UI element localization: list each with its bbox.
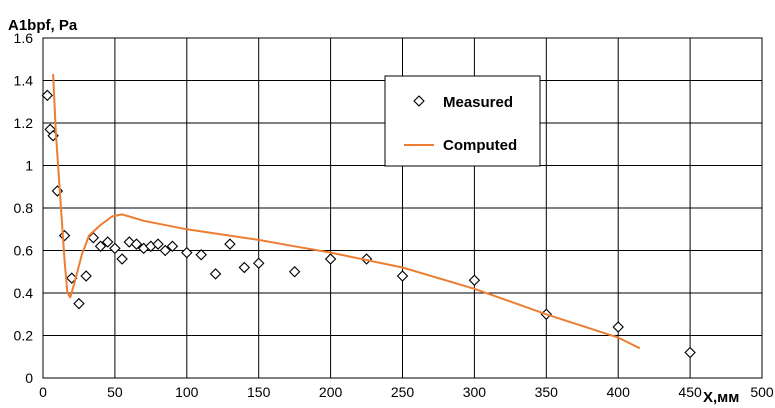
data-point-measured (195, 249, 207, 261)
data-point-measured (73, 297, 85, 310)
data-point-measured (116, 253, 128, 265)
series-line-computed (52, 74, 641, 350)
y-tick-label: 0 (25, 370, 33, 386)
x-tick-label: 200 (319, 384, 343, 400)
data-point-measured (684, 346, 696, 359)
data-point-measured (468, 274, 481, 286)
legend-label-measured: Measured (443, 94, 513, 111)
grid (43, 38, 762, 378)
x-tick-label: 50 (107, 384, 123, 400)
x-tick-label: 100 (175, 384, 199, 400)
y-tick-label: 1.2 (14, 115, 34, 131)
data-point-measured (159, 244, 171, 257)
x-axis-title: X,мм (703, 389, 739, 406)
series (41, 74, 696, 359)
data-point-measured (101, 236, 114, 248)
data-point-measured (181, 246, 193, 259)
data-point-measured (109, 242, 121, 255)
legend: Measured Computed (384, 75, 541, 167)
data-point-measured (238, 261, 251, 274)
data-point-measured (80, 270, 92, 282)
data-point-measured (209, 268, 222, 280)
x-tick-label: 450 (678, 384, 702, 400)
y-tick-label: 0.8 (14, 200, 34, 216)
tick-labels: 0 50 100 150 200 250 300 350 400 450 500 0 0.2 0.4 0.6… (14, 30, 774, 400)
x-tick-label: 500 (750, 384, 774, 400)
x-tick-label: 350 (535, 384, 559, 400)
legend-box (384, 75, 541, 167)
legend-label-computed: Computed (443, 137, 517, 154)
y-tick-label: 1.4 (14, 73, 34, 89)
y-tick-label: 1 (25, 158, 33, 174)
x-tick-label: 0 (39, 384, 47, 400)
legend-marker-measured (413, 95, 425, 107)
data-point-measured (166, 240, 179, 252)
data-point-measured (41, 89, 54, 102)
y-tick-label: 0.4 (14, 285, 34, 301)
x-tick-label: 400 (607, 384, 631, 400)
x-tick-label: 250 (391, 384, 415, 400)
data-point-measured (87, 232, 100, 244)
x-tick-label: 300 (463, 384, 487, 400)
y-tick-label: 0.2 (14, 328, 34, 344)
data-point-measured (152, 238, 164, 250)
data-point-measured (612, 321, 624, 333)
data-point-measured (130, 238, 143, 250)
data-point-measured (224, 238, 236, 250)
x-tick-label: 150 (247, 384, 271, 400)
data-point-measured (94, 240, 107, 252)
y-tick-label: 0.6 (14, 243, 34, 259)
data-point-measured (324, 253, 337, 265)
y-tick-label: 1.6 (14, 30, 34, 46)
data-point-measured (252, 257, 265, 269)
data-point-measured (288, 266, 301, 278)
data-point-measured (396, 270, 409, 282)
y-axis-title: A1bpf, Pa (8, 17, 78, 34)
